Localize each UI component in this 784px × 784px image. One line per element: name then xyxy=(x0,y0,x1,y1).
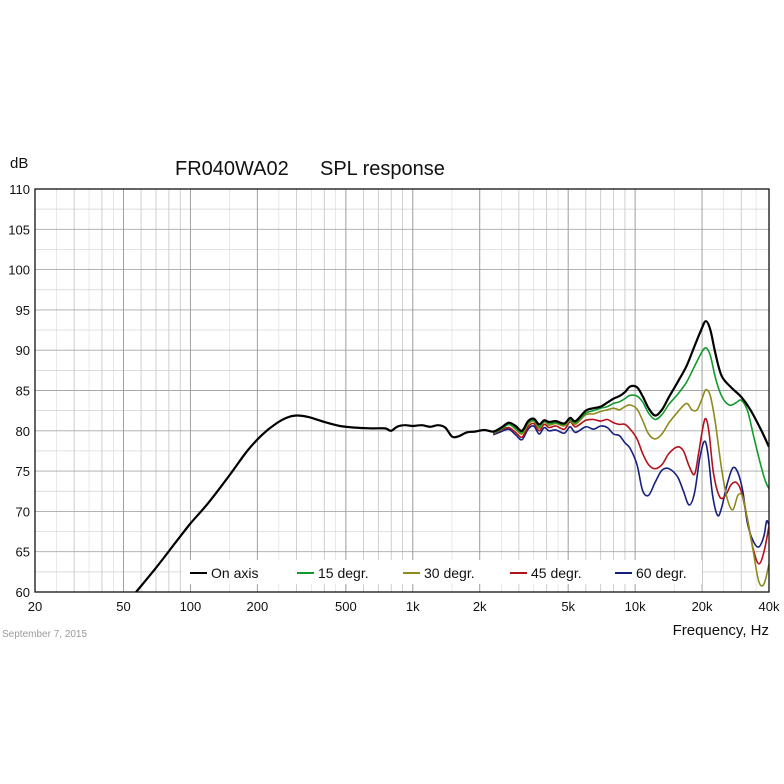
y-tick-label: 95 xyxy=(16,303,30,318)
legend-label: On axis xyxy=(211,565,258,581)
chart-title: FR040WA02 xyxy=(175,158,289,180)
y-tick-labels: 60 65 70 75 80 85 90 95 100 105 110 xyxy=(8,182,30,600)
series-line-on-axis xyxy=(135,320,769,592)
x-tick-labels: 20 50 100 200 500 1k 2k 5k 10k 20k 40k xyxy=(28,599,780,614)
x-tick-label: 20 xyxy=(28,599,42,614)
date-stamp: September 7, 2015 xyxy=(2,629,87,640)
y-tick-label: 60 xyxy=(16,585,30,600)
x-tick-label: 50 xyxy=(116,599,130,614)
x-tick-label: 1k xyxy=(406,599,420,614)
x-tick-label: 200 xyxy=(247,599,269,614)
x-tick-label: 5k xyxy=(561,599,575,614)
x-axis-label: Frequency, Hz xyxy=(673,622,769,639)
legend: On axis 15 degr. 30 degr. 45 degr. 60 degr. xyxy=(182,560,702,584)
y-tick-label: 90 xyxy=(16,343,30,358)
x-tick-label: 100 xyxy=(180,599,202,614)
y-tick-label: 100 xyxy=(8,263,30,278)
y-tick-label: 85 xyxy=(16,384,30,399)
series-line-15-degr- xyxy=(492,346,769,490)
y-tick-label: 75 xyxy=(16,464,30,479)
x-tick-label: 500 xyxy=(335,599,357,614)
y-tick-label: 70 xyxy=(16,504,30,519)
x-tick-label: 40k xyxy=(759,599,780,614)
y-tick-label: 80 xyxy=(16,424,30,439)
y-axis-label: dB xyxy=(10,155,28,172)
y-tick-label: 105 xyxy=(8,222,30,237)
series-lines xyxy=(135,320,769,592)
y-tick-label: 110 xyxy=(9,182,30,197)
x-tick-label: 10k xyxy=(625,599,646,614)
plot-frame xyxy=(34,188,770,593)
series-line-45-degr- xyxy=(492,417,769,565)
x-tick-label: 2k xyxy=(473,599,487,614)
chart-subtitle: SPL response xyxy=(320,158,445,180)
legend-label: 30 degr. xyxy=(424,565,475,581)
legend-label: 60 degr. xyxy=(636,565,687,581)
legend-label: 45 degr. xyxy=(531,565,582,581)
x-tick-label: 20k xyxy=(692,599,713,614)
legend-label: 15 degr. xyxy=(318,565,369,581)
y-tick-label: 65 xyxy=(16,545,30,560)
series-line-60-degr- xyxy=(492,425,769,548)
